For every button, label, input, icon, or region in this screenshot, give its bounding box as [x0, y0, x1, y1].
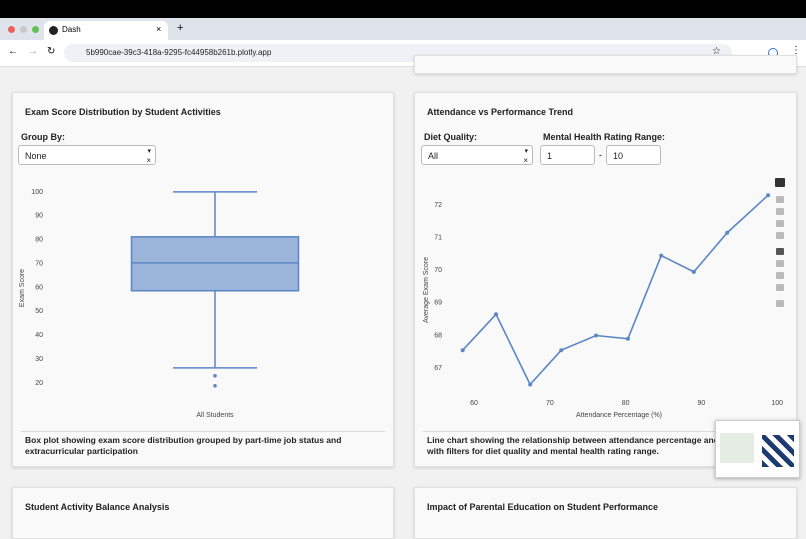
- tab-title: Dash: [62, 25, 81, 34]
- card-title: Exam Score Distribution by Student Activ…: [25, 107, 221, 117]
- max-dot[interactable]: [32, 26, 39, 33]
- bookmark[interactable]: ☆: [712, 46, 721, 57]
- url: 5b990cae-39c3-418a-9295-fc44958b261b.plo…: [86, 48, 272, 57]
- y-tick-label: 69: [434, 300, 442, 307]
- modebar-icon[interactable]: [776, 196, 784, 203]
- y-tick-label: 80: [35, 237, 43, 244]
- dropdown-value: All: [428, 151, 439, 161]
- y-tick-label: 72: [434, 202, 442, 209]
- thumb-heatmap: [762, 435, 794, 467]
- y-tick-label: 60: [35, 284, 43, 291]
- y-axis-label: Exam Score: [19, 269, 26, 307]
- point: [494, 312, 499, 317]
- modebar-icon[interactable]: [776, 300, 784, 307]
- card-partial: [414, 55, 797, 74]
- thumb-plot: [720, 433, 754, 463]
- dropdown-value: None: [25, 151, 47, 161]
- card: Attendance vs Performance Trend Diet Qua…: [414, 92, 797, 467]
- modebar-icon[interactable]: [776, 232, 784, 239]
- control-label: Diet Quality:: [424, 132, 478, 142]
- x-tick-label: 90: [698, 400, 706, 407]
- caption: Line chart showing the relationship betw…: [427, 435, 773, 456]
- divider: [423, 431, 787, 432]
- point: [725, 230, 730, 235]
- x-tick-label: 100: [771, 400, 783, 407]
- new-tab[interactable]: +: [177, 22, 184, 34]
- modebar-icon[interactable]: [776, 220, 784, 227]
- dropdown[interactable]: None ▾ ×: [18, 145, 156, 165]
- divider: [21, 431, 385, 432]
- x-tick-label: 60: [470, 400, 478, 407]
- tab-strip: Dash × +: [0, 18, 806, 40]
- favicon: [49, 26, 58, 35]
- card-title: Student Activity Balance Analysis: [25, 502, 170, 512]
- control-label: Group By:: [21, 132, 65, 142]
- range-max[interactable]: 10: [606, 145, 661, 165]
- y-tick-label: 100: [31, 189, 43, 196]
- point: [659, 253, 664, 258]
- outlier: [213, 373, 217, 378]
- box: [130, 236, 300, 292]
- card-title: Attendance vs Performance Trend: [427, 107, 574, 117]
- modebar-icon[interactable]: [776, 208, 784, 215]
- point: [594, 333, 599, 338]
- back[interactable]: ←: [8, 46, 18, 57]
- y-tick-label: 40: [35, 332, 43, 339]
- outlier: [213, 383, 217, 388]
- line: [462, 194, 769, 386]
- thumbnail[interactable]: [715, 420, 800, 478]
- modebar-icon[interactable]: [776, 248, 784, 255]
- y-axis-label: Average Exam Score: [423, 257, 430, 323]
- y-tick-label: 50: [35, 308, 43, 315]
- dropdown[interactable]: All ▾ ×: [421, 145, 533, 165]
- y-tick-label: 90: [35, 213, 43, 220]
- modebar-icon[interactable]: [776, 260, 784, 267]
- point: [691, 269, 696, 274]
- y-tick-label: 70: [35, 260, 43, 267]
- x-tick-label: All Students: [196, 412, 234, 419]
- point: [460, 348, 465, 353]
- y-tick-label: 30: [35, 356, 43, 363]
- caption: Box plot showing exam score distribution…: [25, 435, 342, 456]
- point: [528, 382, 533, 387]
- reload[interactable]: ↻: [47, 46, 56, 57]
- top-bar: [0, 0, 806, 18]
- chart: 67 68 69 70 71 72 60 70 80 90 100 Attendance Percen…: [423, 193, 783, 419]
- chart: 20 30 40 50 60 70 80 90 100 Exam Score All Student…: [19, 189, 300, 419]
- card: Impact of Parental Education on Student …: [414, 487, 797, 539]
- modebar-icon[interactable]: [776, 272, 784, 279]
- point: [625, 336, 630, 341]
- card-title: Impact of Parental Education on Student …: [427, 502, 659, 512]
- y-tick-label: 68: [434, 332, 442, 339]
- range-separator: -: [599, 150, 602, 160]
- modebar-icon[interactable]: [776, 284, 784, 291]
- tab[interactable]: Dash ×: [44, 21, 168, 40]
- modebar-logo[interactable]: [775, 178, 785, 187]
- forward[interactable]: →: [28, 46, 38, 57]
- menu[interactable]: ⋮: [791, 45, 801, 56]
- y-tick-label: 20: [35, 380, 43, 387]
- close-dot[interactable]: [8, 26, 15, 33]
- point: [559, 348, 564, 353]
- card: Student Activity Balance Analysis: [12, 487, 394, 539]
- min-dot[interactable]: [20, 26, 27, 33]
- tab-close[interactable]: ×: [156, 24, 162, 34]
- y-tick-label: 71: [434, 234, 442, 241]
- y-tick-label: 70: [434, 267, 442, 274]
- point: [766, 193, 771, 198]
- toolbar: ← → ↻ 5b990cae-39c3-418a-9295-fc44958b26…: [0, 40, 806, 67]
- x-tick-label: 80: [622, 400, 630, 407]
- x-tick-label: 70: [546, 400, 554, 407]
- y-tick-label: 67: [434, 365, 442, 372]
- range-min[interactable]: 1: [540, 145, 595, 165]
- x-axis-label: Attendance Percentage (%): [576, 412, 662, 419]
- control-label: Mental Health Rating Range:: [543, 132, 666, 142]
